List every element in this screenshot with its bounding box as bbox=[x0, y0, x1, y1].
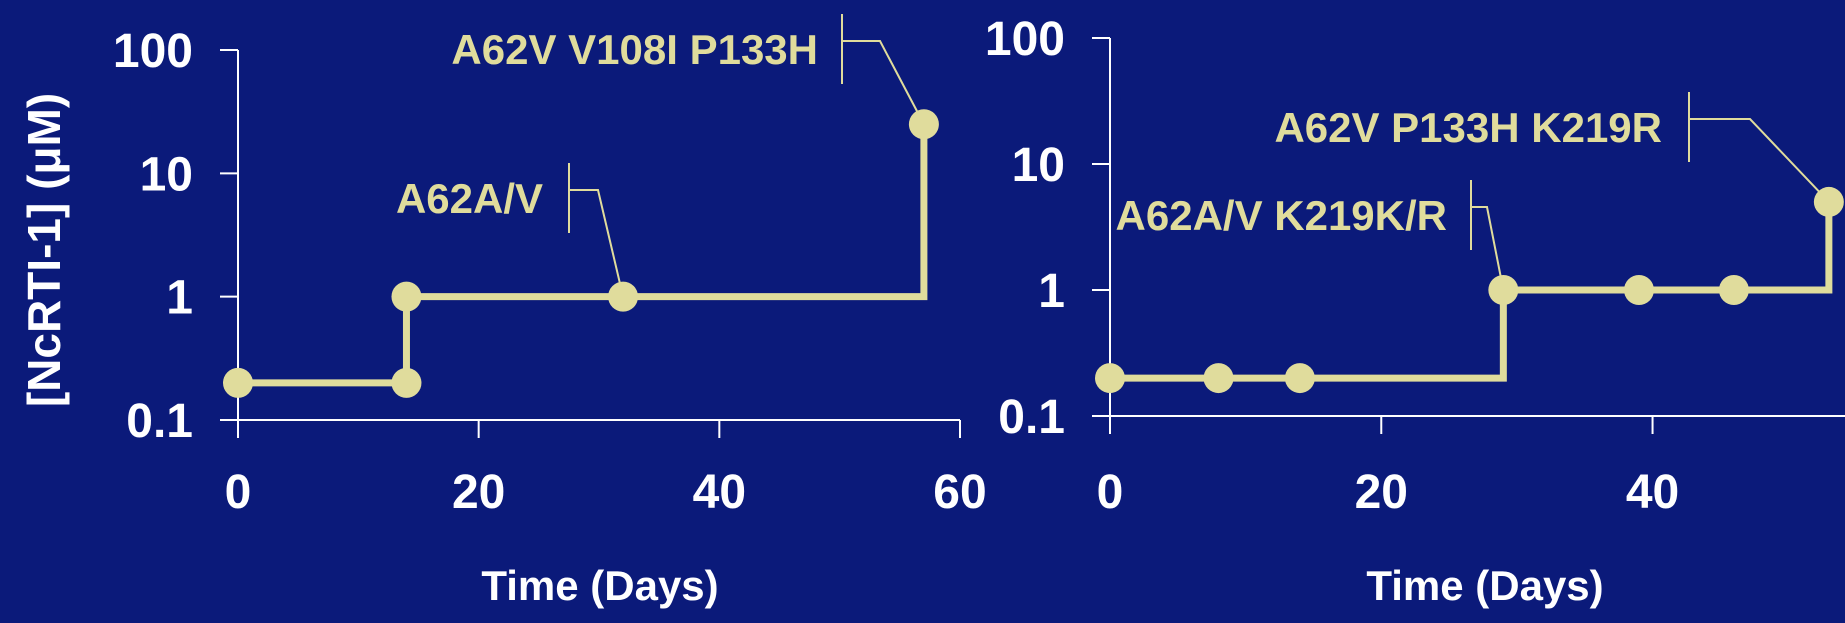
x-tick-label: 60 bbox=[933, 466, 986, 519]
annotation-leader bbox=[569, 189, 625, 297]
y-tick-label: 10 bbox=[1012, 139, 1065, 192]
x-tick-label: 0 bbox=[1097, 466, 1124, 519]
annotation-label: A62V V108I P133H bbox=[451, 26, 818, 73]
annotation-leader bbox=[1689, 118, 1830, 203]
y-tick-label: 1 bbox=[1038, 265, 1065, 318]
y-tick-label: 100 bbox=[985, 13, 1065, 66]
data-point bbox=[1488, 275, 1519, 305]
x-axis-label: Time (Days) bbox=[1366, 562, 1603, 609]
y-tick-label: 0.1 bbox=[126, 395, 193, 448]
data-point bbox=[1623, 275, 1654, 305]
y-tick-label: 1 bbox=[166, 272, 193, 325]
annotation-label: A62A/V K219K/R bbox=[1116, 192, 1447, 239]
right-plot: 0.1 1 10 100 0 20 40 Time (Days) A62A/V K219K/R A… bbox=[985, 13, 1845, 609]
y-tick-label: 10 bbox=[140, 148, 193, 201]
annotation-label: A62V P133H K219R bbox=[1274, 104, 1662, 151]
annotation-label: A62A/V bbox=[396, 175, 543, 222]
data-point bbox=[1203, 363, 1234, 394]
left-plot: 0.1 1 10 100 0 20 40 60 Time (Days) A62A/V A62V V1… bbox=[113, 14, 987, 609]
x-tick-label: 20 bbox=[1355, 466, 1408, 519]
x-tick-label: 40 bbox=[693, 466, 746, 519]
data-point bbox=[391, 367, 422, 398]
data-point bbox=[1718, 275, 1749, 305]
data-point bbox=[1284, 363, 1315, 394]
y-tick-label: 100 bbox=[113, 25, 193, 78]
y-tick-label: 0.1 bbox=[998, 391, 1065, 444]
x-axis-label: Time (Days) bbox=[481, 562, 718, 609]
series-line bbox=[238, 124, 928, 387]
x-tick-label: 0 bbox=[225, 466, 252, 519]
annotation-leader bbox=[842, 40, 925, 125]
x-tick-label: 40 bbox=[1626, 466, 1679, 519]
data-point bbox=[391, 281, 422, 312]
data-point bbox=[223, 367, 253, 398]
x-tick-label: 20 bbox=[452, 466, 505, 519]
data-point bbox=[1095, 363, 1125, 394]
annotation-leader bbox=[1471, 206, 1505, 291]
y-axis-label: [NcRTI-1] (μM) bbox=[18, 93, 70, 407]
